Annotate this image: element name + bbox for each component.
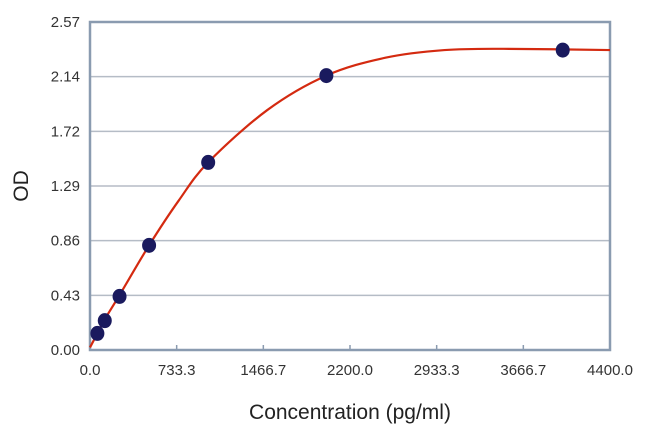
x-tick-label: 1466.7 (240, 362, 286, 379)
y-tick-label: 0.86 (51, 233, 80, 250)
data-point (555, 42, 570, 58)
x-tick-label: 733.3 (158, 362, 196, 379)
y-tick-labels: 0.00 0.43 0.86 1.29 1.72 2.14 2.57 (51, 14, 80, 359)
plot-area-border (88, 20, 612, 352)
data-point (142, 237, 157, 253)
data-point (319, 68, 334, 84)
x-tick-label: 3666.7 (500, 362, 546, 379)
data-point (97, 313, 112, 329)
x-tick-label: 2200.0 (327, 362, 373, 379)
y-tick-label: 1.29 (51, 178, 80, 195)
data-points (90, 42, 570, 341)
fit-curve-line (89, 47, 611, 348)
x-tick-label: 0.0 (80, 362, 101, 379)
x-tick-labels: 0.0 733.3 1466.7 2200.0 2933.3 3666.7 4400.0 (80, 362, 633, 379)
y-tick-label: 0.43 (51, 287, 80, 304)
data-point (90, 325, 105, 341)
data-point (201, 154, 216, 170)
data-point (112, 288, 127, 304)
x-axis-label: Concentration (pg/ml) (249, 401, 451, 424)
x-tick-label: 4400.0 (587, 362, 633, 379)
gridlines (90, 75, 610, 350)
y-tick-label: 2.57 (51, 14, 80, 31)
y-tick-label: 1.72 (51, 123, 80, 140)
y-axis-label: OD (10, 170, 33, 202)
y-tick-label: 0.00 (51, 342, 80, 359)
y-tick-label: 2.14 (51, 69, 80, 86)
x-tick-label: 2933.3 (414, 362, 460, 379)
